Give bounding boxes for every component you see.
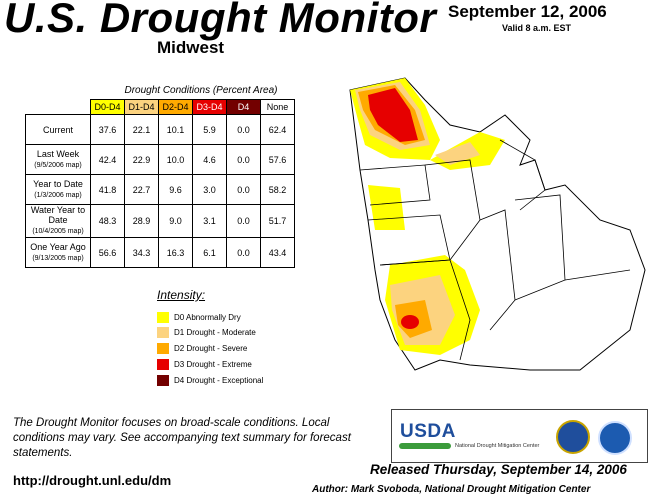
table-row: One Year Ago (9/13/2005 map) 56.6 34.3 16… xyxy=(25,237,295,268)
table-cell: 41.8 xyxy=(90,174,125,205)
table-cell: 57.6 xyxy=(260,144,295,175)
table-cell: 0.0 xyxy=(226,114,261,145)
table-cell: 28.9 xyxy=(124,204,159,238)
d3-area-missouri xyxy=(401,315,419,329)
table-cell: 34.3 xyxy=(124,237,159,268)
table-cell: 42.4 xyxy=(90,144,125,175)
table-cell: 5.9 xyxy=(192,114,227,145)
table-cell: 37.6 xyxy=(90,114,125,145)
legend-swatch xyxy=(157,312,169,323)
legend-item: D2 Drought - Severe xyxy=(157,343,247,355)
website-link[interactable]: http://drought.unl.edu/dm xyxy=(13,473,172,488)
table-cell: 48.3 xyxy=(90,204,125,238)
footnote: The Drought Monitor focuses on broad-sca… xyxy=(13,417,351,459)
table-cell: 0.0 xyxy=(226,237,261,268)
table-header-row: D0-D4 D1-D4 D2-D4 D3-D4 D4 None xyxy=(25,99,295,115)
author: Author: Mark Svoboda, National Drought M… xyxy=(312,484,591,495)
table-row: Current 37.6 22.1 10.1 5.9 0.0 62.4 xyxy=(25,114,295,145)
table-cell: 3.1 xyxy=(192,204,227,238)
state-borders xyxy=(359,139,631,361)
table-cell: 9.0 xyxy=(158,204,193,238)
noaa-seal-icon xyxy=(598,421,632,455)
legend-label: D1 Drought - Moderate xyxy=(174,328,256,337)
michigan-border xyxy=(499,139,546,211)
column-header: D1-D4 xyxy=(124,99,159,115)
table-cell: 22.9 xyxy=(124,144,159,175)
table-cell: 10.0 xyxy=(158,144,193,175)
d0-area-iowa xyxy=(368,185,405,230)
column-header: None xyxy=(260,99,295,115)
column-header: D2-D4 xyxy=(158,99,193,115)
kentucky-border xyxy=(564,269,631,281)
legend-item: D3 Drought - Extreme xyxy=(157,359,252,371)
table-cell: 16.3 xyxy=(158,237,193,268)
table-row: Last Week (9/5/2006 map) 42.4 22.9 10.0 4… xyxy=(25,144,295,175)
minnesota-south-border xyxy=(359,164,431,206)
usda-logo: USDA xyxy=(400,421,456,442)
table-cell: 6.1 xyxy=(192,237,227,268)
table-cell: 9.6 xyxy=(158,174,193,205)
legend-title: Intensity: xyxy=(157,288,206,302)
row-label: Current xyxy=(25,114,91,145)
table-cell: 51.7 xyxy=(260,204,295,238)
table-caption: Drought Conditions (Percent Area) xyxy=(124,85,278,96)
wisconsin-border xyxy=(424,159,481,261)
column-header: D0-D4 xyxy=(90,99,125,115)
table-cell: 56.6 xyxy=(90,237,125,268)
ohio-border xyxy=(514,194,566,301)
d3-area-minnesota xyxy=(368,88,418,142)
row-label: Last Week (9/5/2006 map) xyxy=(25,144,91,175)
table-cell: 0.0 xyxy=(226,204,261,238)
d1-area-upper-michigan xyxy=(435,142,480,165)
legend-item: D1 Drought - Moderate xyxy=(157,327,256,339)
table-cell: 10.1 xyxy=(158,114,193,145)
missouri-border xyxy=(379,259,471,361)
legend-label: D2 Drought - Severe xyxy=(174,344,248,353)
region-title: Midwest xyxy=(157,38,225,57)
table-cell: 3.0 xyxy=(192,174,227,205)
table-cell: 62.4 xyxy=(260,114,295,145)
table-cell: 0.0 xyxy=(226,144,261,175)
row-label: One Year Ago (9/13/2005 map) xyxy=(25,237,91,268)
table-cell: 0.0 xyxy=(226,174,261,205)
legend-label: D0 Abnormally Dry xyxy=(174,313,241,322)
map-title: U.S. Drought Monitor xyxy=(4,0,437,41)
ndmc-logo: National Drought Mitigation Center xyxy=(455,443,540,449)
table-row: Year to Date (1/3/2006 map) 41.8 22.7 9.6… xyxy=(25,174,295,205)
table-cell: 4.6 xyxy=(192,144,227,175)
column-header: D4 xyxy=(226,99,261,115)
valid-time: Valid 8 a.m. EST xyxy=(502,23,572,33)
map-date: September 12, 2006 xyxy=(448,2,607,21)
release-date: Released Thursday, September 14, 2006 xyxy=(370,462,627,477)
commerce-seal-icon xyxy=(556,420,590,454)
legend-label: D3 Drought - Extreme xyxy=(174,360,252,369)
table-cell: 43.4 xyxy=(260,237,295,268)
drought-conditions-table: D0-D4 D1-D4 D2-D4 D3-D4 D4 None Current … xyxy=(25,99,295,268)
usda-wave-icon xyxy=(399,443,451,449)
legend-swatch xyxy=(157,375,169,386)
legend-swatch xyxy=(157,327,169,338)
legend-swatch xyxy=(157,359,169,370)
illinois-indiana-border xyxy=(479,209,516,331)
table-cell: 22.7 xyxy=(124,174,159,205)
legend-item: D4 Drought - Exceptional xyxy=(157,375,263,387)
row-label: Water Year to Date (10/4/2005 map) xyxy=(25,204,91,238)
drought-map xyxy=(349,77,646,371)
legend-label: D4 Drought - Exceptional xyxy=(174,376,264,385)
row-label: Year to Date (1/3/2006 map) xyxy=(25,174,91,205)
table-row: Water Year to Date (10/4/2005 map) 48.3 2… xyxy=(25,204,295,238)
table-corner xyxy=(25,99,91,115)
legend-item: D0 Abnormally Dry xyxy=(157,312,241,324)
legend-swatch xyxy=(157,343,169,354)
table-cell: 58.2 xyxy=(260,174,295,205)
table-cell: 22.1 xyxy=(124,114,159,145)
column-header: D3-D4 xyxy=(192,99,227,115)
